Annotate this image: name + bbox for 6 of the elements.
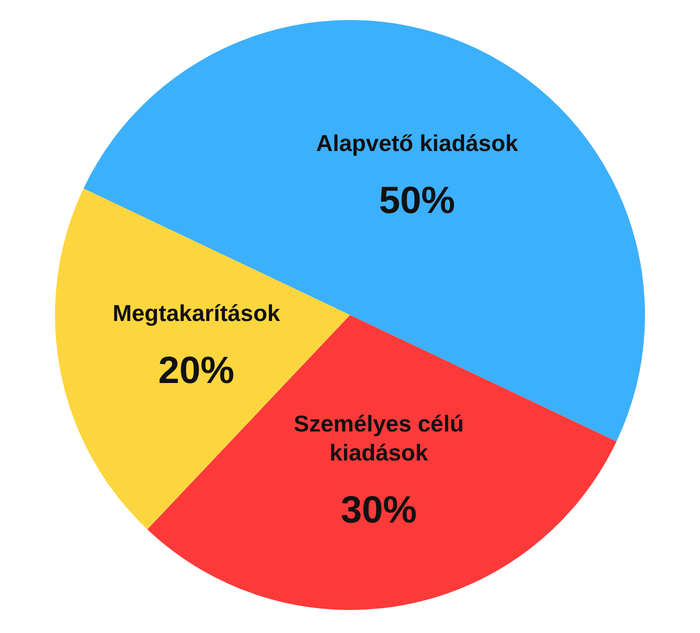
slice-label: Személyes célú kiadások — [294, 410, 464, 466]
slice-label: Megtakarítások — [112, 300, 280, 326]
data-label: 50% — [379, 180, 456, 222]
data-label: 20% — [158, 350, 234, 392]
slice-label: Alapvető kiadások — [316, 130, 518, 156]
data-label: 30% — [340, 490, 417, 532]
